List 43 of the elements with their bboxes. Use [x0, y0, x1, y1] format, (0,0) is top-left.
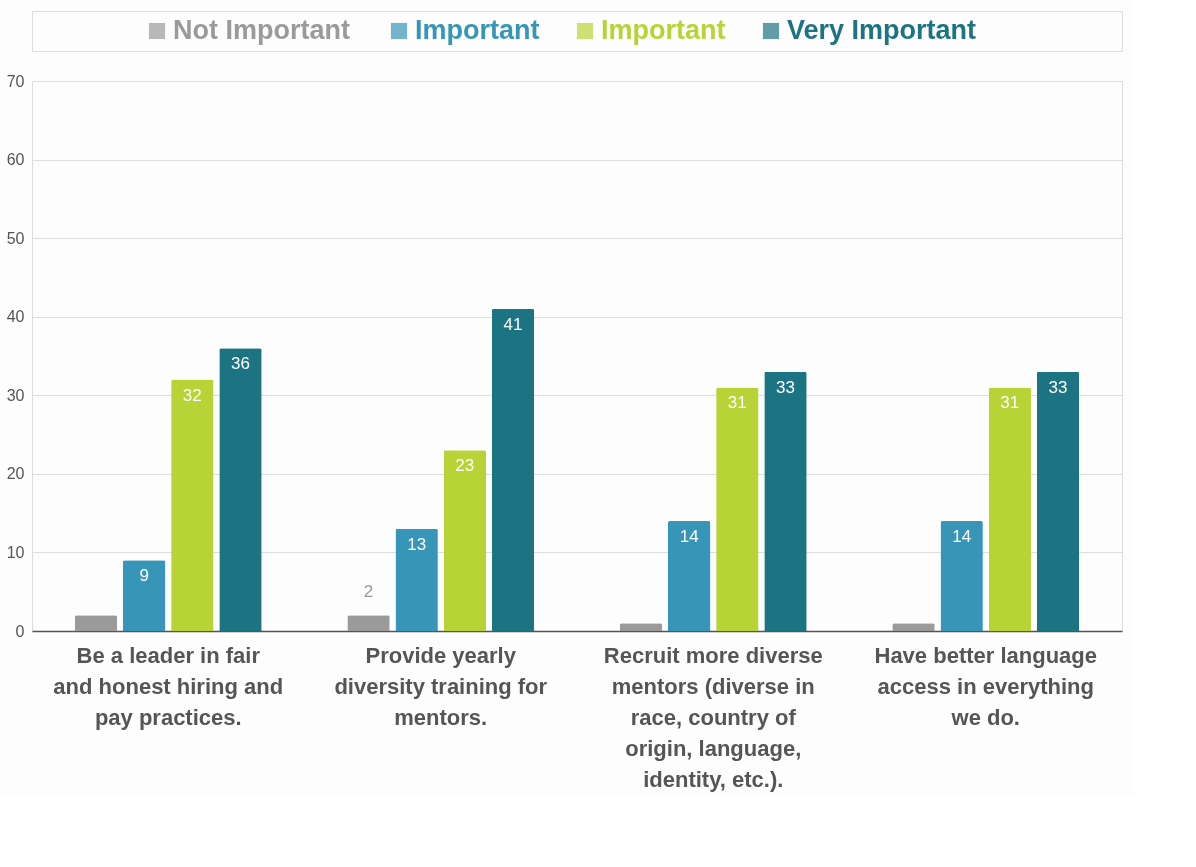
y-tick-label: 60 — [6, 151, 25, 169]
bar — [74, 615, 118, 631]
bar — [940, 521, 983, 631]
y-tick-label: 0 — [15, 622, 25, 640]
data-label: 31 — [727, 393, 747, 413]
legend-label: Not Important — [173, 15, 350, 45]
y-tick-label: 10 — [6, 543, 25, 561]
bar — [667, 521, 711, 631]
bar — [491, 308, 535, 631]
bar — [764, 371, 807, 631]
y-tick-label: 30 — [6, 386, 25, 404]
legend-label: Important — [415, 15, 540, 45]
bar — [716, 387, 759, 631]
x-tick-label: Be a leader in fair and honest hiring and pay practices. — [53, 642, 284, 730]
y-tick-label: 50 — [6, 229, 25, 247]
data-label: 32 — [182, 385, 202, 405]
bar — [1036, 371, 1080, 631]
data-label: 41 — [503, 314, 523, 334]
legend-label: Very Important — [787, 15, 977, 45]
y-tick-label: 40 — [6, 308, 25, 326]
bar — [988, 387, 1032, 631]
bar — [122, 560, 166, 631]
bar — [171, 379, 214, 631]
data-label: 31 — [1000, 393, 1020, 413]
data-label: 13 — [407, 534, 427, 554]
data-label: 2 — [363, 582, 374, 602]
x-tick-label: Have better language access in everything we do. — [874, 642, 1098, 730]
data-label: 14 — [679, 527, 699, 546]
legend-label: Important — [601, 15, 726, 45]
y-tick-label: 70 — [6, 72, 25, 90]
data-label: 36 — [231, 354, 250, 374]
data-label: 33 — [776, 377, 795, 397]
data-label: 9 — [139, 566, 149, 586]
bar — [219, 348, 262, 631]
x-tick-label: Recruit more diverse mentors (diverse in race, country of origin, language, identity, etc.). — [603, 642, 823, 792]
bar — [395, 528, 438, 631]
x-tick-label: Provide yearly diversity training for mentors. — [334, 642, 548, 730]
data-label: 23 — [455, 456, 475, 476]
y-tick-label: 20 — [6, 465, 25, 483]
bar — [443, 450, 487, 631]
data-label: 14 — [952, 527, 972, 546]
data-label: 33 — [1048, 377, 1068, 397]
bar — [347, 615, 390, 631]
